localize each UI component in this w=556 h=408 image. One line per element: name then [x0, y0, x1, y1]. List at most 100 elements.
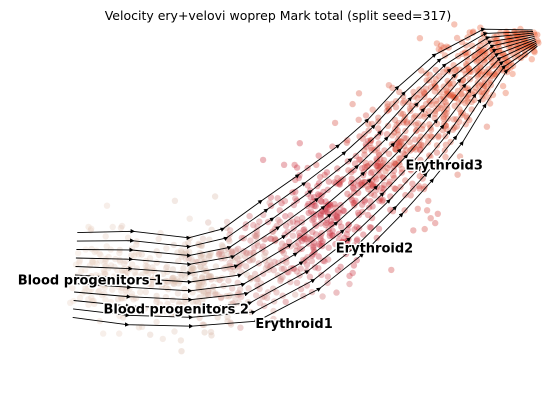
cell-point [82, 284, 89, 292]
cell-point [205, 219, 212, 226]
cell-point [102, 296, 109, 303]
cell-point [366, 204, 373, 211]
cell-point [355, 90, 363, 97]
cell-point [310, 244, 317, 251]
cell-point [348, 169, 355, 176]
cell-point [433, 142, 441, 149]
cell-point [317, 173, 324, 181]
cell-point [277, 277, 284, 284]
cell-point [78, 267, 85, 275]
cell-point [409, 186, 417, 193]
cell-point [310, 215, 317, 222]
cell-point [211, 193, 219, 200]
cell-point [137, 289, 144, 296]
cell-point [399, 99, 407, 107]
cell-point [71, 275, 78, 282]
cell-point [81, 288, 88, 295]
cell-point [528, 56, 535, 63]
cell-point [253, 232, 260, 240]
cell-point [410, 227, 417, 234]
cell-point [267, 235, 274, 242]
cell-point [333, 212, 340, 220]
cell-point [207, 328, 215, 336]
cell-point [503, 30, 510, 37]
cell-point [101, 270, 109, 278]
cell-point [153, 259, 160, 266]
cluster-labels: Blood progenitors 1 Blood progenitors 2 Er… [16, 157, 484, 333]
cell-point [319, 293, 326, 300]
cell-point [453, 34, 461, 42]
cell-point [79, 274, 87, 282]
cell-point [109, 223, 116, 231]
cell-point [174, 290, 182, 297]
cell-point [199, 273, 206, 281]
cell-point [201, 329, 208, 336]
cell-point [88, 286, 95, 293]
cell-point [338, 223, 345, 230]
cell-point [205, 252, 212, 259]
chart-title: Velocity ery+velovi woprep Mark total (s… [105, 8, 452, 23]
cell-point [114, 296, 122, 303]
cell-point [104, 304, 111, 311]
cell-point [85, 223, 92, 231]
cell-point [181, 285, 188, 293]
cell-point [101, 281, 108, 288]
cell-point [157, 229, 164, 237]
cell-point [89, 275, 96, 282]
cell-point [421, 225, 428, 233]
cell-point [517, 25, 524, 33]
cell-point [142, 288, 149, 296]
cell-point [318, 198, 325, 205]
cell-point [190, 264, 197, 271]
cell-point [115, 273, 123, 280]
cell-point [113, 304, 120, 312]
cell-point [226, 237, 233, 245]
cell-point [397, 183, 404, 191]
cell-point [276, 207, 283, 214]
cell-point [325, 244, 332, 251]
cell-point [101, 269, 108, 276]
cell-point [464, 98, 471, 105]
cell-point [102, 277, 110, 284]
cell-point [433, 40, 441, 47]
cell-point [368, 224, 375, 231]
cell-point [92, 271, 100, 279]
cell-point [97, 251, 104, 259]
cell-point [107, 262, 115, 269]
cell-point [252, 292, 260, 299]
cell-point [159, 335, 166, 343]
cell-point [322, 221, 329, 229]
cell-point [121, 260, 128, 267]
cell-point [451, 21, 458, 28]
cell-point [70, 297, 77, 305]
cell-point [349, 100, 356, 108]
cell-point [215, 251, 222, 258]
cell-point [93, 260, 100, 268]
cell-point [254, 242, 262, 249]
cell-point [177, 337, 185, 344]
cell-point [101, 290, 108, 297]
cell-point [502, 31, 510, 39]
cell-point [349, 269, 356, 277]
cell-point [171, 197, 179, 204]
cell-point [324, 273, 332, 280]
cell-point [147, 331, 154, 338]
cell-point [101, 260, 108, 267]
cell-point [110, 273, 118, 280]
cluster-label-blood-progenitors-2: Blood progenitors 2 [103, 303, 248, 318]
cell-point [199, 235, 207, 242]
cell-point [102, 270, 109, 278]
cell-point [96, 250, 103, 257]
cell-point [323, 169, 331, 176]
cell-point [249, 256, 256, 264]
cell-point [193, 258, 200, 266]
cell-point [388, 266, 395, 274]
cell-point [385, 82, 393, 89]
cell-point [245, 285, 252, 292]
cell-point [318, 271, 325, 279]
cell-point [116, 256, 123, 264]
cell-point [246, 212, 253, 220]
cell-point [423, 207, 431, 214]
cell-point [89, 259, 96, 266]
cell-point [111, 263, 118, 271]
